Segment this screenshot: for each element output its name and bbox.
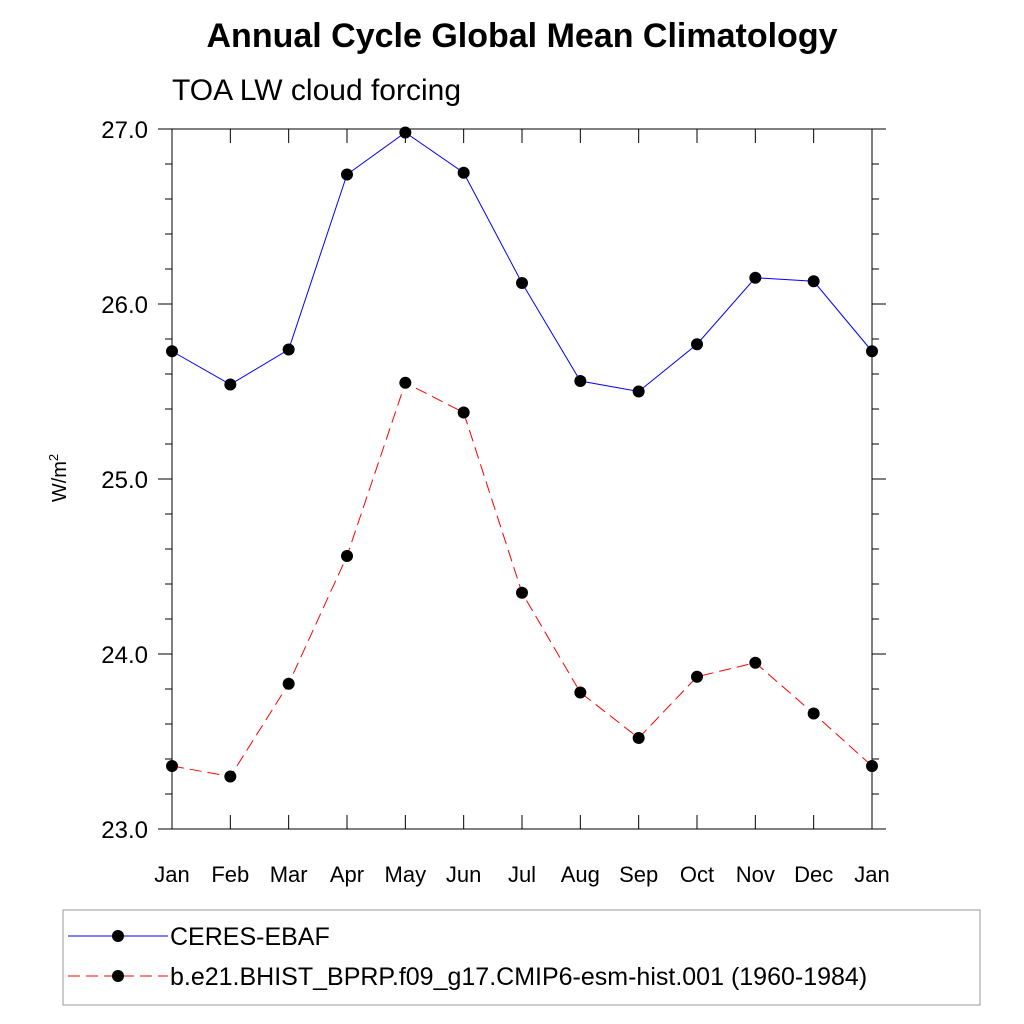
- data-point-0: [807, 275, 820, 288]
- x-tick-label: Jun: [446, 862, 481, 887]
- x-tick-label: May: [385, 862, 427, 887]
- legend-marker-1: [112, 970, 124, 982]
- data-point-1: [574, 686, 587, 699]
- x-tick-label: Nov: [736, 862, 775, 887]
- x-tick-label: Feb: [211, 862, 249, 887]
- x-tick-label: Aug: [561, 862, 600, 887]
- chart-title: Annual Cycle Global Mean Climatology: [207, 17, 838, 55]
- data-point-1: [457, 406, 470, 419]
- major-ticks: [158, 128, 886, 830]
- data-point-1: [516, 586, 528, 599]
- series-line-1: [171, 382, 873, 778]
- x-tick-label: Jan: [154, 862, 189, 887]
- y-tick-label: 24.0: [101, 642, 148, 669]
- data-point-0: [282, 343, 295, 356]
- data-point-0: [399, 126, 412, 139]
- x-tick-label: Dec: [794, 862, 833, 887]
- data-point-0: [516, 277, 528, 289]
- data-point-0: [632, 385, 645, 398]
- data-point-0: [749, 271, 762, 284]
- minor-ticks: [165, 163, 879, 795]
- y-tick-label: 25.0: [101, 467, 148, 494]
- y-tick-label: 23.0: [101, 817, 148, 844]
- legend-label-0: CERES-EBAF: [170, 923, 330, 951]
- legend-box: [62, 909, 981, 1006]
- series-layer: [166, 126, 878, 783]
- data-point-1: [749, 656, 762, 669]
- x-tick-labels: Jan Feb Mar Apr May Jun Jul Aug Sep Oct Nov Dec Jan: [154, 862, 889, 887]
- data-point-1: [166, 760, 178, 772]
- data-point-0: [691, 338, 703, 351]
- data-point-1: [224, 770, 237, 783]
- x-tick-label: Jul: [508, 862, 536, 887]
- y-axis-label-base: W/m: [49, 461, 71, 502]
- data-point-1: [399, 376, 412, 389]
- data-point-1: [341, 550, 353, 562]
- data-point-1: [807, 707, 820, 720]
- x-tick-label: Oct: [680, 862, 714, 887]
- data-point-0: [574, 375, 587, 387]
- data-point-0: [866, 345, 878, 358]
- data-point-1: [632, 732, 645, 744]
- data-point-0: [224, 378, 237, 391]
- data-point-1: [691, 670, 703, 683]
- x-tick-label: Mar: [270, 862, 308, 887]
- y-axis-label: W/m2: [46, 454, 71, 502]
- y-tick-label: 27.0: [101, 117, 148, 144]
- y-tick-labels: 23.0 24.0 25.0 26.0 27.0: [101, 117, 148, 844]
- x-tick-label: Sep: [619, 862, 658, 887]
- chart-subtitle: TOA LW cloud forcing: [172, 74, 461, 107]
- series-line-0: [171, 131, 873, 393]
- data-point-0: [166, 345, 178, 358]
- data-point-0: [457, 166, 470, 179]
- plot-frame: [171, 128, 873, 830]
- legend: CERES-EBAF b.e21.BHIST_BPRP.f09_g17.CMIP6…: [68, 923, 867, 991]
- x-tick-label: Jan: [854, 862, 889, 887]
- legend-marker-0: [112, 930, 124, 942]
- data-point-1: [282, 677, 295, 690]
- data-point-0: [341, 168, 353, 181]
- y-tick-label: 26.0: [101, 292, 148, 319]
- data-point-1: [866, 760, 878, 772]
- x-tick-label: Apr: [330, 862, 364, 887]
- y-axis-label-sup: 2: [46, 454, 61, 461]
- legend-label-1: b.e21.BHIST_BPRP.f09_g17.CMIP6-esm-hist.…: [170, 963, 867, 991]
